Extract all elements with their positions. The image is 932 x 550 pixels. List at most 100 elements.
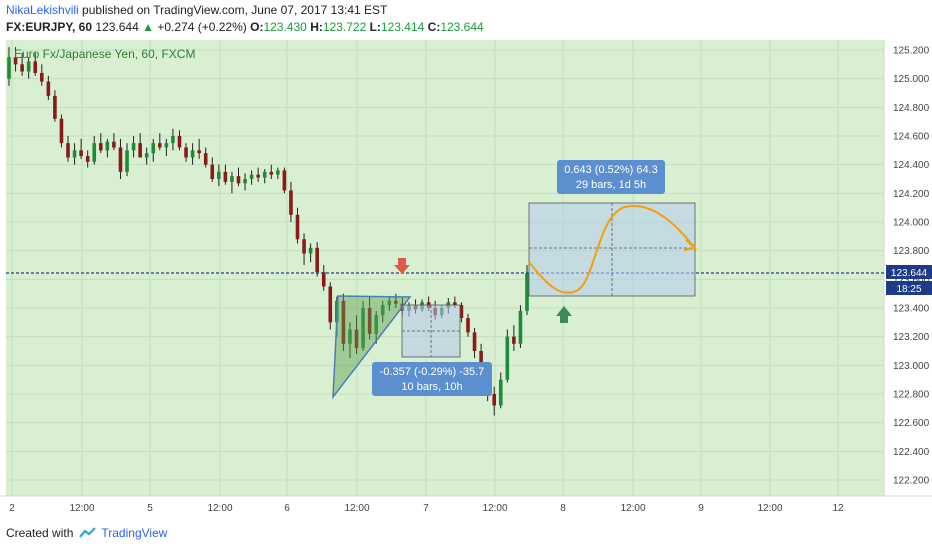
chart-title: Euro Fx/Japanese Yen, 60, FXCM [14,47,195,61]
candle-body[interactable] [512,336,516,344]
y-tick-label: 124.200 [893,189,930,200]
candle-body[interactable] [66,143,70,158]
candle-body[interactable] [367,308,372,334]
candle-body[interactable] [171,136,175,144]
candle-body[interactable] [131,143,136,151]
candle-body[interactable] [262,171,267,178]
y-tick-label: 124.000 [893,218,930,229]
candle-body[interactable] [249,174,254,179]
candle-body[interactable] [20,64,24,72]
y-tick-label: 123.600 [893,275,930,286]
candle-body[interactable] [394,300,398,304]
x-tick-label: 8 [560,503,566,514]
high-value: 123.722 [322,20,367,34]
candle-body[interactable] [125,150,129,172]
candle-body[interactable] [13,57,18,65]
x-axis-ticks: 2 12:00 5 12:00 6 12:00 7 12:00 8 12:00 9 12:00 12 [9,503,844,514]
candle-body[interactable] [256,174,260,178]
candle-body[interactable] [361,308,365,349]
candle-body[interactable] [112,141,116,148]
candle-body[interactable] [164,143,169,148]
candle-body[interactable] [498,379,503,406]
candle-body[interactable] [197,150,201,154]
arrow-down-icon[interactable] [394,258,410,274]
plot-background [6,40,884,496]
candle-body[interactable] [151,143,156,154]
candle-body[interactable] [59,118,64,144]
time-axis[interactable] [0,496,932,518]
candle-body[interactable] [269,171,274,175]
candle-body[interactable] [525,273,529,311]
candle-body[interactable] [479,351,483,373]
candle-body[interactable] [177,136,182,148]
candle-body[interactable] [295,214,300,240]
candle-body[interactable] [289,190,293,215]
candle-body[interactable] [190,150,195,158]
candle-body[interactable] [92,143,97,162]
candle-body[interactable] [230,176,234,182]
candle-body[interactable] [39,72,44,82]
triangle-pattern[interactable] [332,295,412,400]
candle-body[interactable] [46,81,51,96]
candle-body[interactable] [158,143,162,148]
candle-body[interactable] [492,394,497,406]
y-tick-label: 122.800 [893,390,930,401]
candle-body[interactable] [380,305,385,316]
low-label: L: [369,20,381,34]
candle-body[interactable] [138,143,142,158]
low-value: 123.414 [380,20,425,34]
tradingview-link[interactable]: TradingView [79,526,167,540]
candle-body[interactable] [223,171,228,182]
x-tick-label: 7 [423,503,429,514]
candle-body[interactable] [518,310,523,344]
candle-body[interactable] [341,300,346,344]
range-label-2-line1: 0.643 (0.52%) 64.3 [564,164,658,176]
candle-body[interactable] [354,329,359,349]
candle-body[interactable] [105,141,110,151]
candle-body[interactable] [308,247,313,254]
candle-body[interactable] [472,332,477,351]
candle-body[interactable] [118,147,123,172]
candle-body[interactable] [387,300,392,306]
candle-body[interactable] [328,286,333,323]
candle-body[interactable] [85,156,90,162]
candle-body[interactable] [33,61,38,73]
candle-body[interactable] [243,179,247,184]
countdown-tag-bg [886,281,932,295]
candle-body[interactable] [466,318,470,333]
change-up-icon: ▲ [142,20,155,34]
candle-body[interactable] [282,170,287,191]
candle-body[interactable] [321,272,326,287]
candle-body[interactable] [302,239,306,254]
projection-curve[interactable] [528,204,696,294]
range-label-1-bg [372,362,492,396]
candle-body[interactable] [315,247,319,273]
candle-body[interactable] [53,95,57,119]
y-tick-label: 123.800 [893,246,930,257]
candle-body[interactable] [453,302,457,306]
last-price: 123.644 [95,20,139,34]
candle-body[interactable] [98,143,103,151]
candle-body[interactable] [217,171,221,179]
candle-body[interactable] [236,176,241,184]
arrow-up-icon[interactable] [556,306,572,323]
candle-body[interactable] [210,164,215,179]
candle-body[interactable] [7,57,11,79]
candle-body[interactable] [505,336,510,380]
author-link[interactable]: NikaLekishvili [6,3,79,17]
candle-body[interactable] [348,329,352,344]
created-with-text: Created with [6,526,74,540]
y-tick-label: 123.200 [893,332,930,343]
candle-body[interactable] [184,147,188,158]
candle-body[interactable] [79,150,83,157]
candle-body[interactable] [203,153,208,165]
x-tick-label: 2 [9,503,15,514]
candle-body[interactable] [459,305,464,319]
candle-body[interactable] [26,61,31,72]
candle-body[interactable] [276,170,280,175]
candle-body[interactable] [144,153,149,158]
candle-body[interactable] [72,150,77,158]
x-tick-label: 12:00 [207,503,232,514]
candle-body[interactable] [374,315,378,334]
